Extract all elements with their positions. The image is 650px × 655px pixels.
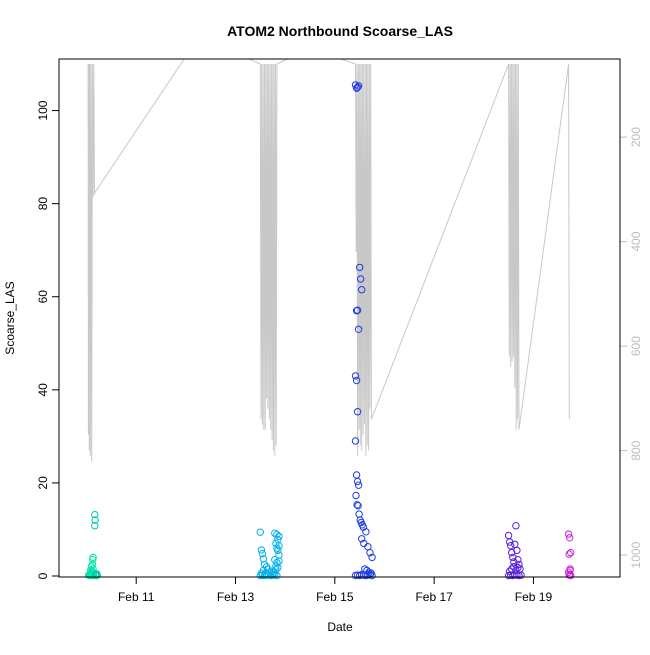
secondary-line-layer (87, 59, 570, 462)
data-point (93, 571, 101, 579)
data-point (353, 83, 362, 92)
x-tick-label: Feb 13 (217, 590, 255, 604)
y-tick-label: 60 (36, 290, 50, 304)
data-point (513, 546, 521, 555)
data-point (358, 535, 366, 543)
data-point (367, 569, 375, 577)
data-point (514, 556, 522, 564)
data-point (87, 566, 95, 575)
data-point (272, 562, 280, 570)
data-point (353, 306, 362, 314)
data-point (360, 539, 368, 548)
data-point (352, 84, 361, 92)
data-point (273, 530, 281, 539)
data-point (353, 477, 362, 486)
data-point (275, 542, 283, 550)
data-point (366, 549, 374, 557)
data-point (515, 560, 523, 569)
data-point (89, 556, 97, 564)
plot-frame (58, 58, 621, 578)
data-point (358, 286, 366, 294)
data-point (262, 563, 271, 571)
data-point (565, 550, 573, 558)
y2-tick-label: 1000 (629, 541, 643, 568)
data-point (89, 553, 97, 562)
data-point (272, 565, 280, 574)
data-point (357, 275, 365, 283)
secondary-series-line (87, 59, 570, 462)
y2-tick-label: 800 (629, 440, 643, 460)
data-point (512, 522, 520, 530)
data-point (567, 549, 575, 557)
data-point (257, 546, 266, 554)
data-point (354, 502, 362, 510)
y2-tick-label: 600 (629, 336, 643, 356)
data-point (268, 567, 276, 575)
data-point (566, 534, 574, 542)
data-point (87, 563, 96, 571)
x-tick-label: Feb 17 (415, 590, 453, 604)
data-point (275, 532, 283, 541)
data-point (274, 563, 282, 572)
y-tick-label: 20 (36, 476, 50, 490)
data-point (260, 560, 269, 569)
data-point (274, 546, 282, 555)
data-point (351, 437, 360, 445)
data-point (352, 376, 361, 385)
data-point (564, 530, 573, 538)
y-tick-label: 40 (36, 383, 50, 397)
x-tick-label: Feb 11 (118, 590, 155, 604)
data-point (354, 481, 363, 489)
y-axis-title: Scoarse_LAS (3, 281, 17, 354)
y-tick-label: 0 (36, 572, 50, 579)
data-point (566, 566, 574, 575)
data-point (351, 81, 360, 89)
chart-title: ATOM2 Northbound Scoarse_LAS (227, 23, 453, 39)
data-point (354, 82, 363, 90)
x-tick-label: Feb 15 (316, 590, 354, 604)
data-point (259, 555, 268, 563)
x-axis-title: Date (327, 620, 353, 634)
data-point (273, 558, 281, 567)
data-point (91, 522, 99, 530)
data-point (362, 528, 370, 536)
data-point (507, 542, 515, 550)
data-point (354, 325, 363, 333)
data-point (352, 491, 360, 500)
data-point (368, 553, 376, 562)
data-point (353, 501, 361, 509)
data-point (514, 563, 522, 572)
data-point (258, 550, 267, 558)
data-point (351, 372, 360, 380)
x-tick-label: Feb 19 (515, 590, 553, 604)
y2-tick-label: 400 (629, 231, 643, 251)
y-tick-label: 100 (36, 100, 50, 120)
y-tick-label: 80 (36, 197, 50, 211)
data-point (356, 263, 364, 272)
data-point (91, 510, 99, 519)
y2-tick-label: 200 (629, 127, 643, 147)
data-point (516, 565, 524, 573)
data-point (256, 528, 264, 536)
data-point (565, 571, 573, 579)
data-point (353, 408, 362, 416)
data-point (91, 516, 99, 524)
